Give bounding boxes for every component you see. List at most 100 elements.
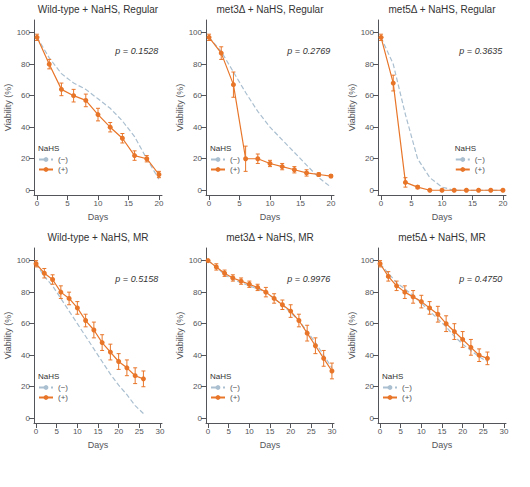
svg-text:25: 25 — [135, 427, 144, 436]
svg-text:60: 60 — [365, 319, 374, 328]
svg-text:(+): (+) — [230, 393, 240, 402]
svg-text:0: 0 — [198, 186, 203, 195]
svg-text:0: 0 — [26, 186, 31, 195]
svg-text:(−): (−) — [402, 383, 412, 392]
svg-text:20: 20 — [193, 382, 202, 391]
svg-text:10: 10 — [438, 199, 447, 208]
svg-text:20: 20 — [21, 382, 30, 391]
svg-text:5: 5 — [226, 427, 231, 436]
svg-text:60: 60 — [21, 319, 30, 328]
svg-text:10: 10 — [245, 427, 254, 436]
svg-text:Days: Days — [432, 212, 453, 222]
svg-text:20: 20 — [498, 199, 507, 208]
svg-text:Viability (%): Viability (%) — [347, 84, 357, 131]
svg-text:(−): (−) — [475, 155, 485, 164]
svg-text:met3Δ + NaHS, MR: met3Δ + NaHS, MR — [226, 232, 314, 243]
svg-text:5: 5 — [54, 427, 59, 436]
svg-text:15: 15 — [266, 427, 275, 436]
svg-text:25: 25 — [479, 427, 488, 436]
svg-text:p = 0.3635: p = 0.3635 — [458, 46, 503, 56]
svg-text:(+): (+) — [58, 393, 68, 402]
svg-text:30: 30 — [499, 427, 508, 436]
svg-text:0: 0 — [206, 427, 211, 436]
svg-text:20: 20 — [154, 199, 163, 208]
svg-text:Days: Days — [432, 440, 453, 450]
svg-text:80: 80 — [193, 60, 202, 69]
svg-text:NaHS: NaHS — [210, 372, 231, 381]
svg-text:NaHS: NaHS — [38, 372, 59, 381]
svg-text:0: 0 — [34, 427, 39, 436]
svg-text:10: 10 — [94, 199, 103, 208]
svg-text:0: 0 — [378, 427, 383, 436]
svg-text:100: 100 — [17, 28, 31, 37]
svg-text:0: 0 — [370, 186, 375, 195]
svg-text:5: 5 — [65, 199, 70, 208]
svg-text:30: 30 — [327, 427, 336, 436]
svg-text:60: 60 — [365, 91, 374, 100]
svg-text:30: 30 — [155, 427, 164, 436]
svg-text:100: 100 — [361, 256, 375, 265]
svg-text:25: 25 — [307, 427, 316, 436]
svg-text:100: 100 — [189, 256, 203, 265]
svg-text:p = 0.4750: p = 0.4750 — [458, 274, 502, 284]
svg-text:60: 60 — [193, 91, 202, 100]
svg-text:15: 15 — [438, 427, 447, 436]
svg-text:5: 5 — [398, 427, 403, 436]
svg-text:met3Δ + NaHS, Regular: met3Δ + NaHS, Regular — [216, 4, 324, 15]
svg-text:(−): (−) — [58, 155, 68, 164]
svg-text:80: 80 — [21, 60, 30, 69]
svg-text:Viability (%): Viability (%) — [3, 84, 13, 131]
svg-text:40: 40 — [21, 123, 30, 132]
svg-text:(−): (−) — [58, 383, 68, 392]
svg-text:80: 80 — [193, 288, 202, 297]
svg-text:p = 0.9976: p = 0.9976 — [286, 274, 330, 284]
svg-text:Viability (%): Viability (%) — [347, 312, 357, 359]
svg-text:Viability (%): Viability (%) — [3, 312, 13, 359]
svg-text:80: 80 — [21, 288, 30, 297]
svg-text:100: 100 — [17, 256, 31, 265]
svg-text:20: 20 — [286, 427, 295, 436]
svg-text:0: 0 — [379, 199, 384, 208]
svg-text:(+): (+) — [58, 165, 68, 174]
svg-text:p = 0.2769: p = 0.2769 — [286, 46, 330, 56]
svg-text:Days: Days — [88, 212, 109, 222]
svg-text:met5Δ + NaHS, Regular: met5Δ + NaHS, Regular — [388, 4, 496, 15]
svg-text:Viability (%): Viability (%) — [175, 84, 185, 131]
svg-text:0: 0 — [207, 199, 212, 208]
svg-text:Wild-type + NaHS, MR: Wild-type + NaHS, MR — [48, 232, 149, 243]
svg-text:20: 20 — [365, 382, 374, 391]
svg-text:20: 20 — [21, 154, 30, 163]
svg-text:15: 15 — [94, 427, 103, 436]
svg-text:40: 40 — [365, 351, 374, 360]
svg-text:p = 0.1528: p = 0.1528 — [114, 46, 158, 56]
svg-text:NaHS: NaHS — [382, 372, 403, 381]
svg-text:(−): (−) — [230, 383, 240, 392]
svg-text:Wild-type + NaHS, Regular: Wild-type + NaHS, Regular — [38, 4, 159, 15]
svg-text:Days: Days — [260, 212, 281, 222]
svg-text:(+): (+) — [475, 165, 485, 174]
svg-text:met5Δ + NaHS, MR: met5Δ + NaHS, MR — [398, 232, 486, 243]
svg-text:(+): (+) — [402, 393, 412, 402]
svg-text:100: 100 — [189, 28, 203, 37]
svg-text:0: 0 — [26, 414, 31, 423]
svg-text:60: 60 — [193, 319, 202, 328]
svg-text:(−): (−) — [230, 155, 240, 164]
svg-text:60: 60 — [21, 91, 30, 100]
svg-text:0: 0 — [35, 199, 40, 208]
svg-text:10: 10 — [73, 427, 82, 436]
svg-text:80: 80 — [365, 288, 374, 297]
svg-text:NaHS: NaHS — [455, 144, 476, 153]
svg-text:20: 20 — [114, 427, 123, 436]
svg-text:0: 0 — [370, 414, 375, 423]
svg-text:5: 5 — [409, 199, 414, 208]
svg-text:100: 100 — [361, 28, 375, 37]
svg-text:Days: Days — [88, 440, 109, 450]
svg-text:p = 0.5158: p = 0.5158 — [114, 274, 158, 284]
svg-text:5: 5 — [237, 199, 242, 208]
svg-text:40: 40 — [21, 351, 30, 360]
svg-text:NaHS: NaHS — [38, 144, 59, 153]
svg-text:20: 20 — [365, 154, 374, 163]
svg-text:15: 15 — [124, 199, 133, 208]
svg-text:80: 80 — [365, 60, 374, 69]
svg-text:Days: Days — [260, 440, 281, 450]
